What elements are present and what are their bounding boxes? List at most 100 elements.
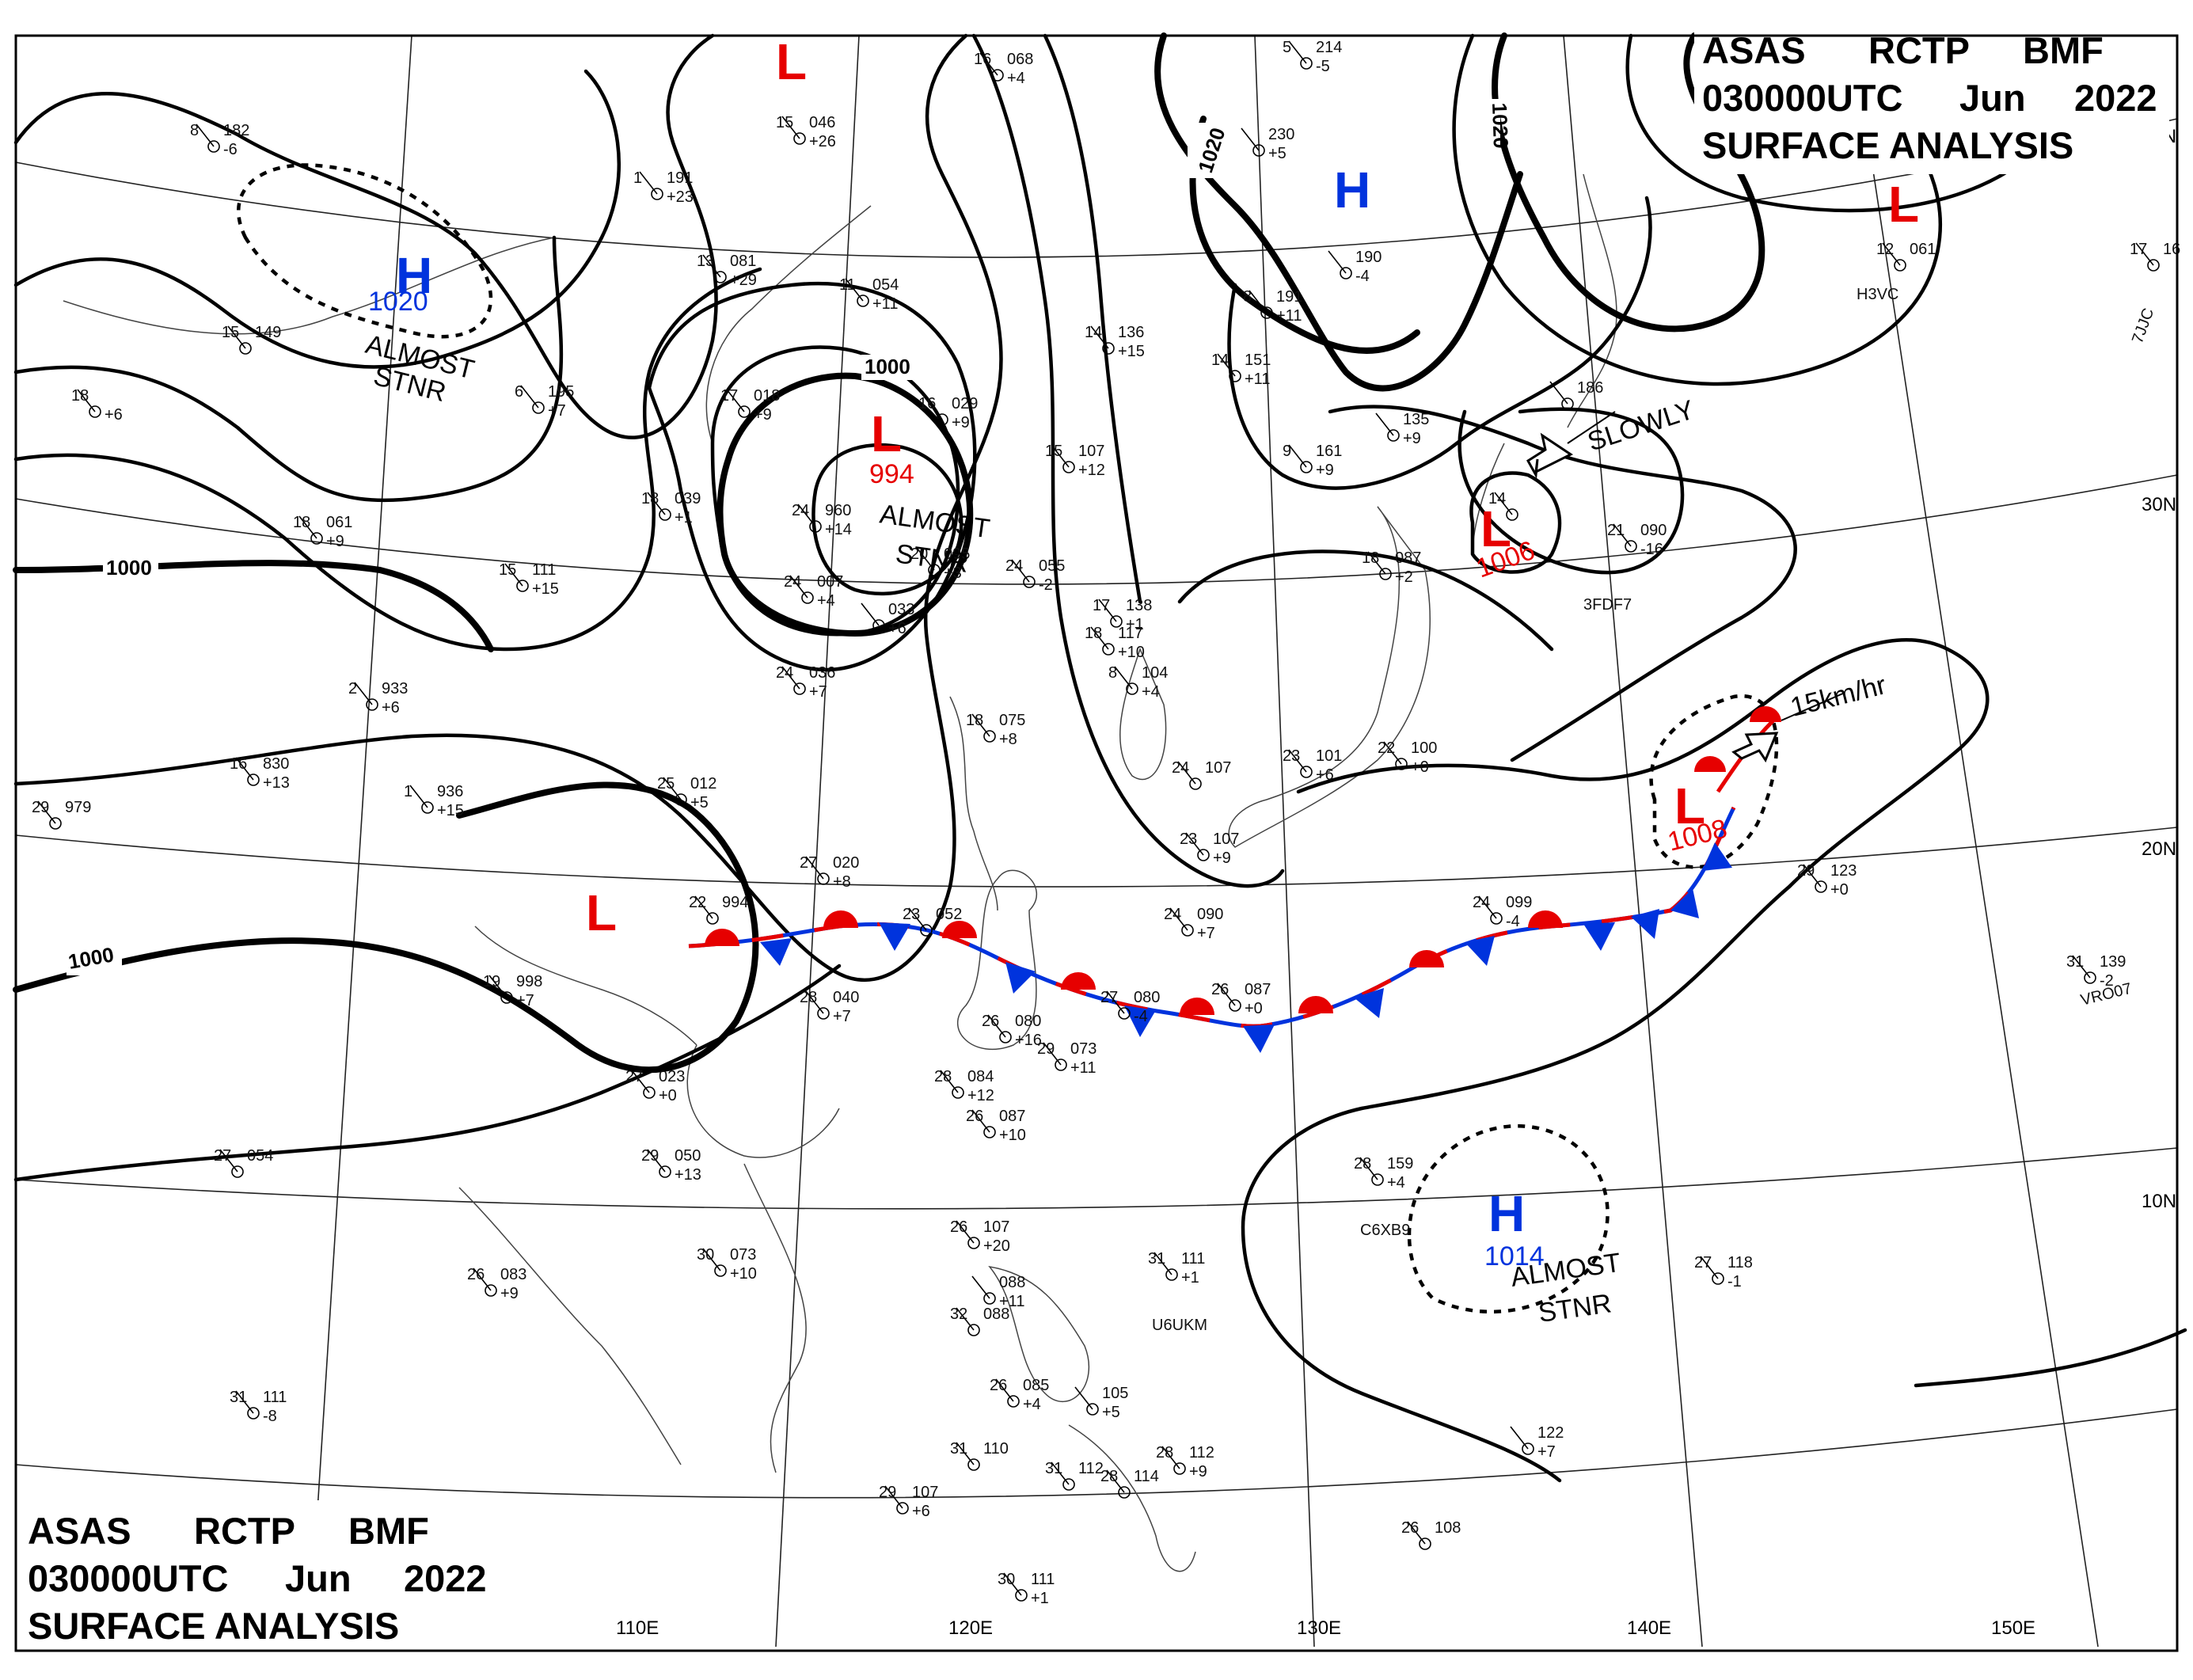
station-pressure: 029 bbox=[952, 395, 978, 412]
station-pressure: 111 bbox=[1181, 1250, 1205, 1268]
dashed-circulation-zones bbox=[236, 163, 1779, 1314]
station-circle bbox=[714, 1264, 727, 1277]
station-temperature: 28 bbox=[800, 989, 817, 1006]
station-circle bbox=[643, 1086, 656, 1099]
wind-barb bbox=[845, 278, 864, 302]
title-time: 030000UTC bbox=[1702, 77, 1902, 119]
station-plot: 8 104+4 bbox=[1108, 664, 1168, 701]
station-pressure: 073 bbox=[730, 1246, 756, 1264]
station-circle bbox=[1387, 429, 1400, 442]
station-circle bbox=[1102, 643, 1115, 656]
wind-barb bbox=[2072, 955, 2091, 979]
station-plot: 28 112 +9 bbox=[1156, 1444, 1214, 1480]
station-circle bbox=[817, 872, 830, 885]
station-temperature: 28 bbox=[934, 1068, 952, 1085]
station-temperature: 27 bbox=[800, 854, 817, 872]
longitude-label: 110E bbox=[616, 1617, 659, 1639]
station-pressure: 104 bbox=[1142, 664, 1168, 682]
station-plot: 24 107 bbox=[1172, 759, 1231, 790]
station-tendency: +1 bbox=[1031, 1590, 1049, 1607]
station-tendency: +7 bbox=[548, 402, 566, 420]
station-circle bbox=[1062, 1478, 1075, 1491]
station-circle bbox=[1055, 1059, 1067, 1071]
station-pressure: 139 bbox=[2100, 953, 2126, 971]
station-temperature: 8 bbox=[190, 122, 199, 139]
station-plot: 18 061 +9 bbox=[293, 514, 352, 550]
station-plot: 033+6 bbox=[861, 601, 914, 637]
station-temperature: 26 bbox=[467, 1266, 485, 1283]
station-circle bbox=[310, 532, 323, 545]
station-pressure: 123 bbox=[1830, 862, 1857, 880]
station-temperature: 1 bbox=[404, 783, 412, 800]
station-temperature: 2 bbox=[348, 680, 357, 697]
station-pressure: 033 bbox=[888, 601, 914, 618]
low-symbol: L bbox=[871, 405, 902, 462]
station-pressure: 191 bbox=[1276, 288, 1302, 306]
station-temperature: 31 bbox=[1045, 1460, 1062, 1477]
wind-barb bbox=[1494, 492, 1513, 515]
station-circle bbox=[967, 1237, 980, 1249]
station-circle bbox=[928, 564, 941, 576]
wind-barb bbox=[1510, 1426, 1529, 1450]
station-pressure: 101 bbox=[1316, 747, 1342, 765]
wind-barb bbox=[235, 1390, 254, 1414]
station-plot: 27 118 -1 bbox=[1694, 1254, 1753, 1290]
longitude-labels: 110E 120E 130E 140E 150E bbox=[616, 1617, 2035, 1639]
station-circle bbox=[2084, 971, 2096, 984]
wind-barb bbox=[956, 1220, 975, 1244]
station-temperature: 26 bbox=[950, 1218, 967, 1236]
station-temperature: 28 bbox=[1156, 1444, 1173, 1461]
station-temperature: 24 bbox=[1172, 759, 1189, 777]
station-circle bbox=[2147, 259, 2160, 272]
station-plot: 16 068 +4 bbox=[974, 51, 1033, 87]
station-pressure: 100 bbox=[1411, 739, 1437, 757]
station-plot: 14 136 +15 bbox=[1085, 324, 1145, 360]
station-circle bbox=[817, 1007, 830, 1020]
isobar-label: 1000 bbox=[865, 355, 910, 378]
station-plot: 12 061 bbox=[1876, 241, 1936, 272]
low-symbol: L bbox=[1888, 176, 1919, 233]
station-temperature: 27 bbox=[625, 1068, 643, 1085]
wind-barb bbox=[702, 254, 721, 278]
wind-barb bbox=[1383, 741, 1402, 765]
wind-barb bbox=[1043, 1042, 1062, 1066]
station-circle bbox=[991, 69, 1004, 82]
wind-barb bbox=[971, 1275, 990, 1299]
station-pressure: 114 bbox=[1134, 1468, 1159, 1485]
low-symbol: L bbox=[776, 33, 807, 90]
station-tendency: +9 bbox=[1213, 850, 1231, 867]
wind-barb bbox=[1249, 290, 1268, 314]
station-pressure: 083 bbox=[500, 1266, 526, 1283]
station-tendency: +7 bbox=[1537, 1443, 1556, 1461]
station-pressure: 190 bbox=[1355, 249, 1382, 266]
station-tendency: +6 bbox=[1316, 766, 1334, 784]
station-circle bbox=[1023, 576, 1036, 588]
station-circle bbox=[1894, 259, 1906, 272]
station-plot: 23 052 bbox=[903, 906, 962, 937]
station-plot: 6 195+7 bbox=[515, 383, 574, 420]
wind-barb bbox=[663, 777, 682, 800]
station-tendency: -2 bbox=[2100, 972, 2114, 990]
title-month: Jun bbox=[1959, 77, 2026, 119]
ship-id: C6XB9 bbox=[1360, 1222, 1410, 1239]
station-circle bbox=[967, 1458, 980, 1471]
station-tendency: +7 bbox=[516, 992, 534, 1009]
station-plot: 122+7 bbox=[1510, 1424, 1564, 1461]
station-pressure: 936 bbox=[437, 783, 463, 800]
station-tendency: +6 bbox=[105, 406, 123, 424]
station-plot: 28 159+4 bbox=[1354, 1155, 1413, 1192]
station-tendency: +8 bbox=[999, 731, 1017, 748]
station-temperature: 26 bbox=[1401, 1519, 1419, 1537]
station-temperature: 24 bbox=[792, 502, 809, 519]
station-temperature: 1 bbox=[633, 169, 642, 187]
station-pressure: 087 bbox=[1245, 981, 1271, 998]
station-circle bbox=[366, 698, 378, 711]
wind-barb bbox=[884, 1485, 903, 1509]
station-temperature: 23 bbox=[1283, 747, 1300, 765]
station-temperature: 31 bbox=[230, 1389, 247, 1406]
wind-barb bbox=[1613, 523, 1632, 547]
station-plot: 8 191+11 bbox=[1243, 288, 1302, 325]
station-temperature: 16 bbox=[230, 755, 247, 773]
wind-barb bbox=[1051, 1461, 1070, 1485]
